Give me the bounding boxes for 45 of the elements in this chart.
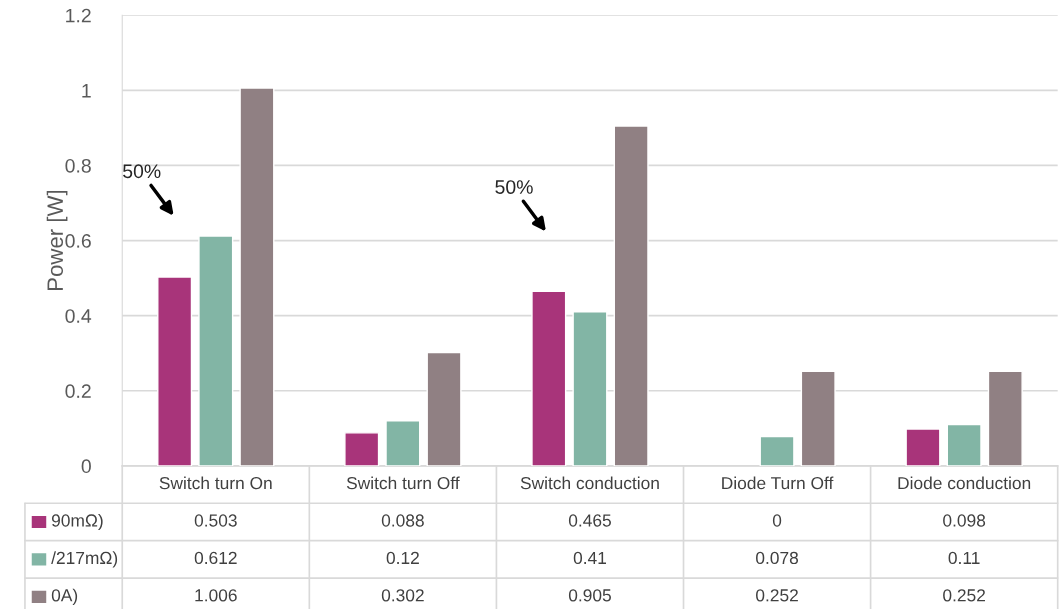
data-label: 0.302 (381, 589, 424, 602)
y-tick-label: 1 (82, 84, 91, 98)
data-label: 0.252 (756, 589, 798, 602)
y-tick-label: 1.2 (66, 8, 91, 23)
data-label: 0.612 (194, 551, 237, 565)
legend-label: 90mΩ) (51, 513, 103, 531)
bar (759, 435, 795, 466)
bar (800, 370, 836, 466)
data-label: 0.252 (943, 589, 985, 602)
data-label: 1.006 (195, 589, 237, 602)
bar (572, 311, 608, 466)
bar (157, 276, 193, 466)
bar (385, 420, 421, 466)
data-label: 0.905 (568, 589, 611, 602)
y-tick-label: 0.8 (65, 158, 91, 173)
bar (946, 423, 982, 466)
annotation: 50% (123, 164, 161, 179)
x-tick-label: Switch conduction (520, 476, 659, 490)
bar (987, 370, 1023, 466)
y-tick-label: 0.4 (65, 309, 92, 323)
data-label: 0.088 (381, 514, 424, 527)
x-tick-label: Switch turn On (159, 476, 272, 490)
y-tick-label: 0.2 (65, 384, 91, 399)
data-label: 0.12 (386, 551, 419, 565)
legend-label: 0A) (51, 588, 78, 605)
x-tick-label: Diode Turn Off (722, 476, 834, 490)
data-label: 0.465 (568, 514, 611, 527)
legend-label: /217mΩ) (51, 551, 118, 568)
data-label: 0.078 (756, 551, 799, 565)
bar (426, 351, 462, 466)
bar (531, 290, 567, 466)
data-label: 0 (772, 514, 782, 527)
y-tick-label: 0 (81, 459, 91, 474)
bar (344, 432, 380, 466)
annotation: 50% (495, 180, 533, 194)
data-label: 0.098 (943, 514, 986, 527)
data-label: 0.503 (194, 514, 237, 527)
bar (905, 428, 941, 466)
x-tick-label: Switch turn Off (346, 476, 460, 490)
bar (239, 87, 275, 466)
bar (198, 235, 234, 466)
data-label: 0.41 (573, 551, 607, 565)
data-label: 0.11 (948, 551, 980, 565)
bar (613, 125, 649, 466)
x-tick-label: Diode conduction (898, 476, 1031, 490)
